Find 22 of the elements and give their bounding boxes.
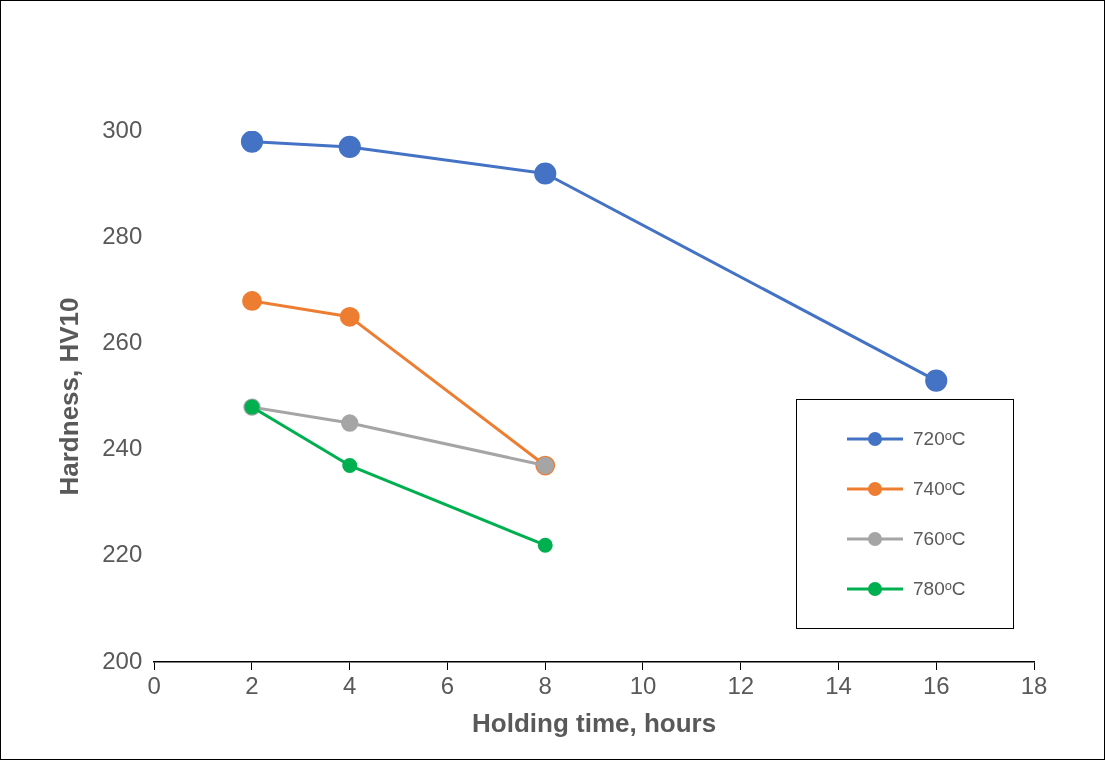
legend-label: 740ᵒC: [913, 478, 966, 500]
x-tick-label: 12: [727, 672, 755, 700]
x-axis-title: Holding time, hours: [472, 707, 717, 738]
y-tick-label: 280: [102, 221, 143, 249]
legend-label: 720ᵒC: [913, 428, 966, 450]
y-axis-title: Hardness, HV10: [53, 297, 84, 496]
x-tick-label: 14: [825, 672, 852, 700]
x-tick-label: 0: [147, 672, 161, 700]
x-tick-label: 4: [343, 672, 357, 700]
y-tick-label: 300: [102, 115, 143, 143]
y-tick-label: 220: [102, 540, 143, 568]
x-tick-label: 18: [1020, 672, 1048, 700]
x-tick-label: 10: [629, 672, 657, 700]
y-tick-label: 200: [102, 646, 143, 674]
x-tick-label: 16: [922, 672, 950, 700]
y-tick-label: 240: [102, 434, 143, 462]
x-tick-label: 2: [245, 672, 259, 700]
y-tick-label: 260: [102, 328, 143, 356]
x-tick-label: 8: [538, 672, 552, 700]
legend-label: 760ᵒC: [913, 528, 966, 550]
x-tick-label: 6: [440, 672, 455, 700]
legend-label: 780ᵒC: [913, 578, 966, 600]
